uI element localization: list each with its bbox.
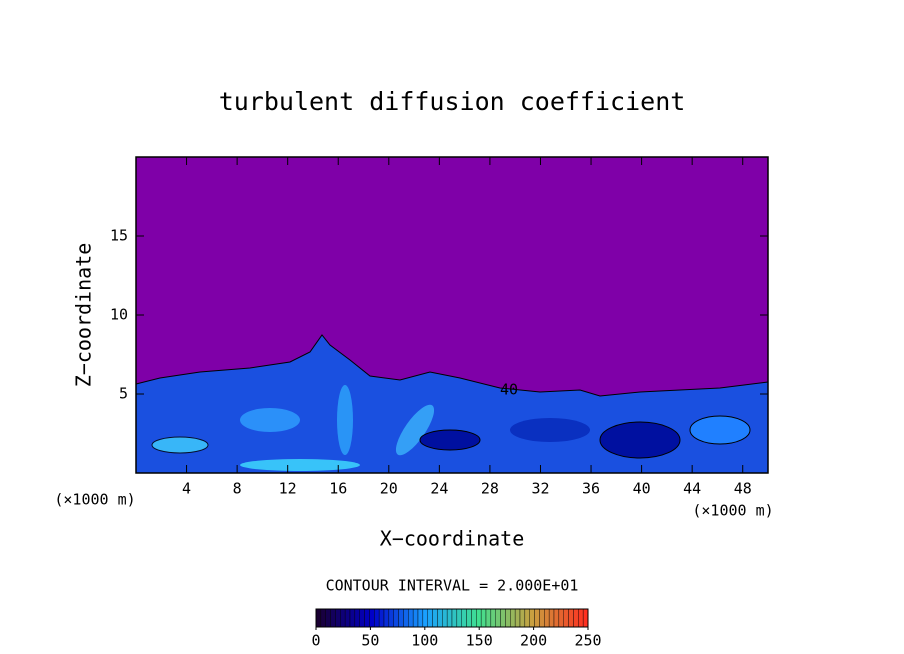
colorbar-stripe bbox=[500, 608, 506, 628]
colorbar-stripe bbox=[451, 608, 458, 628]
colorbar-stripe bbox=[466, 608, 472, 628]
colorbar-stripe bbox=[364, 608, 370, 628]
colorbar-stripe bbox=[553, 608, 560, 628]
x-tick-label: 32 bbox=[531, 480, 549, 498]
colorbar-stripe bbox=[408, 608, 414, 628]
colorbar-stripe bbox=[417, 608, 424, 628]
colorbar-stripe bbox=[383, 608, 390, 628]
x-tick-label: 48 bbox=[734, 480, 752, 498]
x-tick-label: 24 bbox=[430, 480, 448, 498]
colorbar-stripe bbox=[461, 608, 467, 628]
colorbar-stripe bbox=[340, 608, 346, 628]
colorbar-stripe bbox=[320, 608, 326, 628]
colorbar-stripe bbox=[490, 608, 496, 628]
colorbar-tick-label: 0 bbox=[311, 632, 320, 650]
colorbar-stripe bbox=[495, 608, 501, 628]
colorbar-stripe bbox=[471, 608, 477, 628]
y-tick-label: 15 bbox=[110, 227, 128, 245]
colorbar-stripe bbox=[524, 608, 530, 628]
colorbar-stripe bbox=[534, 608, 540, 628]
colorbar-tick-label: 200 bbox=[520, 632, 547, 650]
x-tick-label: 36 bbox=[582, 480, 600, 498]
colorbar-stripe bbox=[514, 608, 521, 628]
x-tick-label: 20 bbox=[380, 480, 398, 498]
y-tick-label: 5 bbox=[119, 385, 128, 403]
y-axis-title: Z−coordinate bbox=[72, 243, 96, 388]
contour-label: 40 bbox=[500, 381, 518, 399]
x-tick-label: 8 bbox=[233, 480, 242, 498]
colorbar-stripe bbox=[446, 608, 453, 628]
colorbar-stripe bbox=[510, 608, 516, 628]
x-axis-title: X−coordinate bbox=[380, 527, 525, 551]
colorbar-tick-label: 250 bbox=[574, 632, 601, 650]
colorbar-stripe bbox=[335, 608, 341, 628]
colorbar-stripe bbox=[422, 608, 428, 628]
colorbar-tick-label: 50 bbox=[361, 632, 379, 650]
colorbar-stripe bbox=[403, 608, 409, 628]
chart-title: turbulent diffusion coefficient bbox=[219, 87, 686, 116]
x-tick-label: 12 bbox=[279, 480, 297, 498]
colorbar-stripe bbox=[505, 608, 511, 628]
colorbar-stripe bbox=[544, 608, 550, 628]
colorbar-stripe bbox=[330, 608, 336, 628]
y-tick-label: 10 bbox=[110, 306, 128, 324]
colorbar-stripe bbox=[563, 608, 569, 628]
colorbar-stripe bbox=[558, 608, 564, 628]
colorbar-stripe bbox=[412, 608, 419, 628]
colorbar-tick-label: 150 bbox=[466, 632, 493, 650]
colorbar-stripe bbox=[529, 608, 535, 628]
contour-interval: CONTOUR INTERVAL = 2.000E+01 bbox=[326, 577, 579, 595]
colorbar-stripe bbox=[539, 608, 545, 628]
colorbar-stripe bbox=[582, 608, 589, 628]
x-tick-label: 28 bbox=[481, 480, 499, 498]
colorbar-stripe bbox=[398, 608, 404, 628]
colorbar-stripe bbox=[374, 608, 380, 628]
turbulent-layer bbox=[136, 334, 768, 473]
colorbar-stripe bbox=[476, 608, 482, 628]
colorbar-stripe bbox=[388, 608, 394, 628]
colorbar-stripe bbox=[432, 608, 438, 628]
colorbar-stripe bbox=[315, 608, 322, 628]
colorbar-stripe bbox=[573, 608, 579, 628]
colorbar-stripe bbox=[578, 608, 584, 628]
colorbar-stripe bbox=[485, 608, 492, 628]
x-unit-label: (×1000 m) bbox=[692, 502, 773, 520]
x-tick-label: 44 bbox=[683, 480, 701, 498]
colorbar-stripe bbox=[359, 608, 365, 628]
colorbar-stripe bbox=[325, 608, 331, 628]
colorbar-stripe bbox=[378, 608, 385, 628]
x-tick-label: 16 bbox=[329, 480, 347, 498]
x-tick-label: 40 bbox=[633, 480, 651, 498]
colorbar-stripe bbox=[548, 608, 555, 628]
colorbar-stripe bbox=[519, 608, 526, 628]
x-tick-label: 4 bbox=[182, 480, 191, 498]
colorbar-tick-label: 100 bbox=[411, 632, 438, 650]
colorbar-stripe bbox=[344, 608, 351, 628]
colorbar-stripe bbox=[456, 608, 462, 628]
colorbar-stripe bbox=[354, 608, 360, 628]
x-unit-label: (×1000 m) bbox=[54, 491, 135, 509]
colorbar-stripe bbox=[480, 608, 487, 628]
colorbar-frame bbox=[315, 608, 589, 628]
colorbar-stripe bbox=[393, 608, 399, 628]
colorbar-stripe bbox=[442, 608, 448, 628]
colorbar-stripe bbox=[427, 608, 433, 628]
colorbar-stripe bbox=[369, 608, 375, 628]
colorbar-stripe bbox=[568, 608, 574, 628]
colorbar-stripe bbox=[437, 608, 443, 628]
colorbar-stripe bbox=[349, 608, 356, 628]
